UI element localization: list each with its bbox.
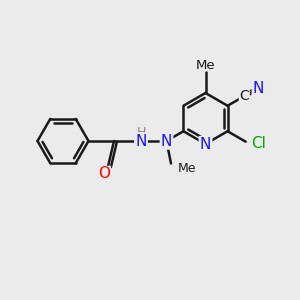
Text: N: N <box>135 134 147 148</box>
Text: O: O <box>98 167 110 182</box>
Text: N: N <box>161 134 172 148</box>
Text: Me: Me <box>196 59 215 72</box>
Text: N: N <box>200 137 211 152</box>
Text: H: H <box>136 126 146 139</box>
Text: Cl: Cl <box>251 136 266 151</box>
Text: N: N <box>252 81 264 96</box>
Text: C: C <box>239 89 249 103</box>
Text: Me: Me <box>178 161 196 175</box>
